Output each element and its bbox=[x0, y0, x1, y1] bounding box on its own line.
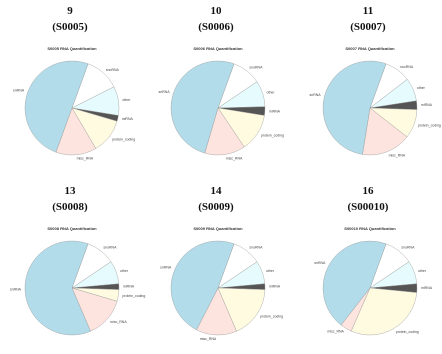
panel-sample: (S0005) bbox=[52, 21, 88, 33]
slice-label: misc_RNA bbox=[110, 320, 127, 324]
slice-label: snRNA bbox=[160, 266, 172, 270]
slice-label: protein_coding bbox=[396, 330, 419, 334]
slice-label: protein_coding bbox=[122, 294, 145, 298]
slice-label: other bbox=[266, 269, 275, 273]
pie-slice bbox=[24, 240, 91, 336]
chart-title: S0007 RNA Quantification bbox=[345, 46, 395, 51]
slice-label: miRNA bbox=[123, 284, 135, 288]
slice-label: snoRNA bbox=[400, 65, 414, 69]
slice-label: snoRNA bbox=[401, 246, 415, 250]
pie-slice bbox=[362, 107, 408, 156]
pie-slice bbox=[350, 287, 417, 336]
slice-label: miRNA bbox=[269, 109, 281, 113]
pie-slice bbox=[170, 60, 235, 154]
slice-label: snRNA bbox=[13, 88, 25, 92]
slice-label: other bbox=[418, 269, 427, 273]
slice-label: miRNA bbox=[122, 117, 134, 121]
slice-label: snoRNA bbox=[106, 68, 120, 72]
slice-label: protein_coding bbox=[261, 133, 284, 137]
pie-chart: 13 (S0008) S0008 RNA Quantification snoRNA o… bbox=[10, 185, 145, 336]
slice-label: snRNA bbox=[314, 261, 326, 265]
slice-label: miRNA bbox=[269, 284, 281, 288]
pie-slice bbox=[170, 240, 235, 331]
slice-label: misc_RNA bbox=[77, 157, 94, 161]
slice-label: miRNA bbox=[421, 286, 433, 290]
panel-sample: (S00010) bbox=[348, 201, 389, 213]
panel-sample: (S0006) bbox=[198, 21, 234, 33]
panel-number: 13 bbox=[65, 185, 77, 197]
pie-chart: 10 (S0006) S0006 RNA Quantification snoRNA o… bbox=[158, 5, 284, 160]
slice-label: protein_coding bbox=[418, 123, 441, 127]
pie-chart: 16 (S00010) S00010 RNA Quantification snoRN… bbox=[314, 185, 433, 336]
panel-sample: (S0007) bbox=[350, 21, 386, 33]
panel-number: 9 bbox=[67, 5, 73, 17]
slice-label: misc_RNA bbox=[327, 330, 344, 334]
slice-label: protein_coding bbox=[260, 315, 283, 319]
slice-label: snoRNA bbox=[249, 246, 263, 250]
chart-title: S0009 RNA Quantification bbox=[193, 226, 243, 231]
slice-label: snoRNA bbox=[249, 66, 263, 70]
pie-slice bbox=[217, 287, 266, 332]
pie-chart: 14 (S0009) S0009 RNA Quantification snoRNA o… bbox=[160, 185, 283, 341]
slice-label: protein_coding bbox=[112, 137, 135, 141]
panel-number: 14 bbox=[211, 185, 223, 197]
slice-label: misc_RNA bbox=[200, 337, 217, 341]
panel-number: 16 bbox=[363, 185, 375, 197]
slice-label: misc_RNA bbox=[226, 156, 243, 160]
slice-label: snRNA bbox=[10, 287, 22, 291]
slice-label: other bbox=[120, 269, 129, 273]
panel-sample: (S0009) bbox=[198, 201, 234, 213]
slice-label: snoRNA bbox=[103, 246, 117, 250]
panel-number: 10 bbox=[211, 5, 223, 17]
pie-slice bbox=[24, 60, 89, 153]
chart-title: S00010 RNA Quantification bbox=[344, 226, 396, 231]
pie-slice bbox=[322, 240, 387, 326]
slice-label: other bbox=[417, 86, 426, 90]
slice-label: other bbox=[122, 98, 131, 102]
pie-slice bbox=[322, 60, 387, 155]
slice-label: other bbox=[267, 90, 276, 94]
chart-title: S0008 RNA Quantification bbox=[47, 226, 97, 231]
slice-label: snRNA bbox=[158, 90, 170, 94]
slice-label: misc_RNA bbox=[389, 153, 406, 157]
chart-title: S0005 RNA Quantification bbox=[47, 46, 97, 51]
pie-chart: 11 (S0007) S0007 RNA Quantification snoRNA o… bbox=[310, 5, 441, 157]
chart-title: S0006 RNA Quantification bbox=[193, 46, 243, 51]
pie-chart: 9 (S0005) S0005 RNA Quantification snoRNA ot… bbox=[13, 5, 135, 161]
panel-sample: (S0008) bbox=[52, 201, 88, 213]
slice-label: miRNA bbox=[421, 103, 433, 107]
slice-label: snRNA bbox=[310, 93, 322, 97]
panel-number: 11 bbox=[363, 5, 373, 17]
